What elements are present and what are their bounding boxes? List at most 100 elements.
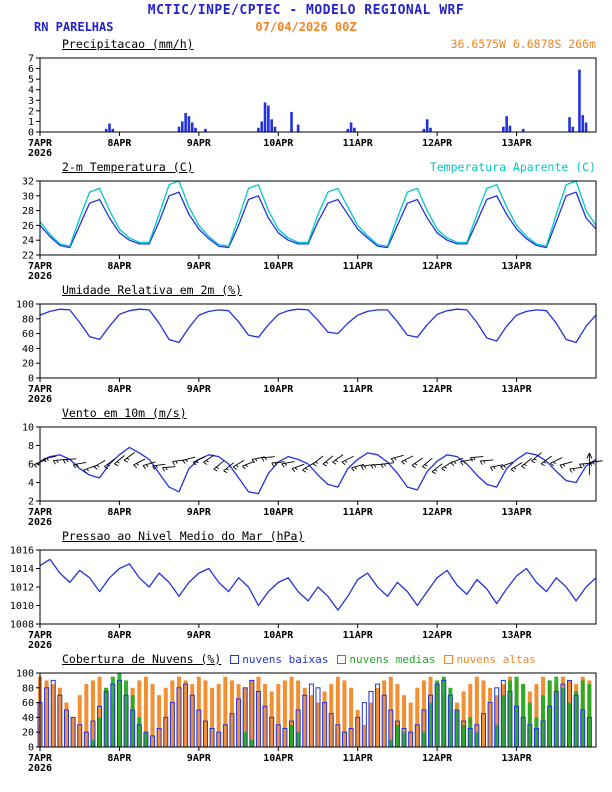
plot-box <box>39 180 597 256</box>
nuvens-altas-bar <box>342 680 347 747</box>
y-tick-label: 1 <box>28 117 34 128</box>
nuvens-medias-bar <box>507 680 512 747</box>
precip-bar <box>502 126 505 132</box>
y-tick-label: 30 <box>22 191 34 202</box>
x-tick-label: 8APR <box>107 138 132 149</box>
x-tick-label: 9APR <box>187 753 212 764</box>
y-tick-label: 1012 <box>10 583 34 594</box>
nuvens-altas-bar <box>355 710 360 747</box>
y-tick-label: 40 <box>22 713 34 724</box>
x-year-label: 2026 <box>28 148 52 159</box>
x-tick-label: 12APR <box>422 384 453 395</box>
precip-bar <box>578 69 581 132</box>
nuvens-altas-bar <box>57 687 62 747</box>
y-tick-label: 100 <box>16 300 34 311</box>
nuvens-altas-bar <box>177 676 181 747</box>
legend-label-medias: nuvens medias <box>349 653 436 666</box>
y-tick-label: 2 <box>28 106 34 117</box>
panel-wind: Vento em 10m (m/s) 2 4 6 8 10 7APR 2026 8APR 9AP… <box>0 406 612 529</box>
nuvens-altas-bar <box>203 680 208 747</box>
nuvens-altas-bar <box>157 695 162 747</box>
nuvens-altas-bar <box>382 680 387 747</box>
precip-bar <box>190 122 194 132</box>
nuvens-altas-bar <box>329 684 334 747</box>
x-tick-label: 10APR <box>263 261 294 272</box>
nuvens-altas-bar <box>143 676 148 747</box>
nuvens-altas-bar <box>276 684 281 747</box>
nuvens-medias-bar <box>448 687 453 747</box>
nuvens-medias-bar <box>468 717 473 747</box>
y-tick-label: 6 <box>28 460 34 471</box>
y-tick-label: 32 <box>22 177 34 188</box>
nuvens-altas-bar <box>216 684 221 747</box>
x-tick-label: 11APR <box>343 138 374 149</box>
y-tick-label: 6 <box>28 64 34 75</box>
plot-box <box>39 57 597 133</box>
y-tick-label: 60 <box>22 698 34 709</box>
x-tick-label: 11APR <box>343 261 374 272</box>
nuvens-medias-bar <box>514 676 519 747</box>
nuvens-medias-bar <box>474 732 479 747</box>
precip-bar <box>508 125 512 132</box>
y-tick-label: 1016 <box>10 546 34 557</box>
x-tick-label: 13APR <box>502 384 533 395</box>
precip-bar <box>181 121 184 132</box>
precip-bar <box>111 128 115 132</box>
nuvens-medias-bar <box>388 739 393 747</box>
nuvens-medias-bar <box>110 676 115 747</box>
nuvens-medias-bar <box>435 680 440 747</box>
precip-bar <box>422 128 426 132</box>
x-tick-label: 12APR <box>422 630 453 641</box>
nuvens-altas-bar <box>408 702 413 747</box>
x-tick-label: 10APR <box>263 138 294 149</box>
precip-bar <box>584 122 588 132</box>
x-tick-label: 11APR <box>343 507 374 518</box>
legend-nuvens-baixas: nuvens baixas <box>230 653 328 666</box>
nuvens-altas-bar <box>84 684 89 747</box>
nuvens-altas-bar <box>316 702 320 747</box>
y-tick-label: 10 <box>22 423 34 434</box>
nuvens-medias-bar <box>97 717 102 747</box>
y-tick-label: 2 <box>28 497 34 508</box>
nuvens-altas-bar <box>269 691 274 747</box>
nuvens-altas-bar <box>64 702 69 747</box>
x-tick-label: 12APR <box>422 261 453 272</box>
nuvens-medias-bar <box>402 732 407 747</box>
x-tick-label: 8APR <box>107 507 132 518</box>
panel-title-humidity: Umidade Relativa em 2m (%) <box>62 283 243 297</box>
nuvens-medias-bar <box>296 732 301 747</box>
x-tick-label: 8APR <box>107 630 132 641</box>
x-tick-label: 12APR <box>422 753 453 764</box>
nuvens-altas-bar <box>77 695 82 747</box>
nuvens-medias-bar <box>455 710 459 747</box>
x-year-label: 2026 <box>28 271 52 282</box>
y-tick-label: 26 <box>22 221 34 232</box>
umidade-relativa-line <box>39 308 597 344</box>
y-tick-label: 1008 <box>10 620 34 631</box>
nuvens-medias-bar <box>574 691 579 747</box>
y-tick-label: 40 <box>22 344 34 355</box>
nuvens-medias-bar <box>587 684 592 747</box>
nuvens-altas-bar <box>461 691 466 747</box>
plot-box <box>39 303 597 379</box>
x-year-label: 2026 <box>28 763 52 774</box>
y-tick-label: 4 <box>28 478 34 489</box>
y-tick-label: 22 <box>22 251 34 262</box>
precip-bar <box>429 127 432 132</box>
nuvens-altas-bar <box>190 684 195 747</box>
x-tick-label: 9APR <box>187 630 212 641</box>
nuvens-medias-bar <box>130 695 135 747</box>
nuvens-medias-bar <box>90 739 95 747</box>
y-tick-label: 5 <box>28 75 34 86</box>
x-tick-label: 8APR <box>107 753 132 764</box>
x-year-label: 2026 <box>28 517 52 528</box>
nuvens-altas-bar <box>44 680 49 747</box>
nuvens-altas-bar <box>170 680 175 747</box>
nuvens-altas-bar <box>349 687 354 747</box>
precip-bar <box>187 116 191 132</box>
legend-label-altas: nuvens altas <box>456 653 536 666</box>
nuvens-altas-bar <box>236 684 241 747</box>
precip-bar <box>425 119 429 132</box>
